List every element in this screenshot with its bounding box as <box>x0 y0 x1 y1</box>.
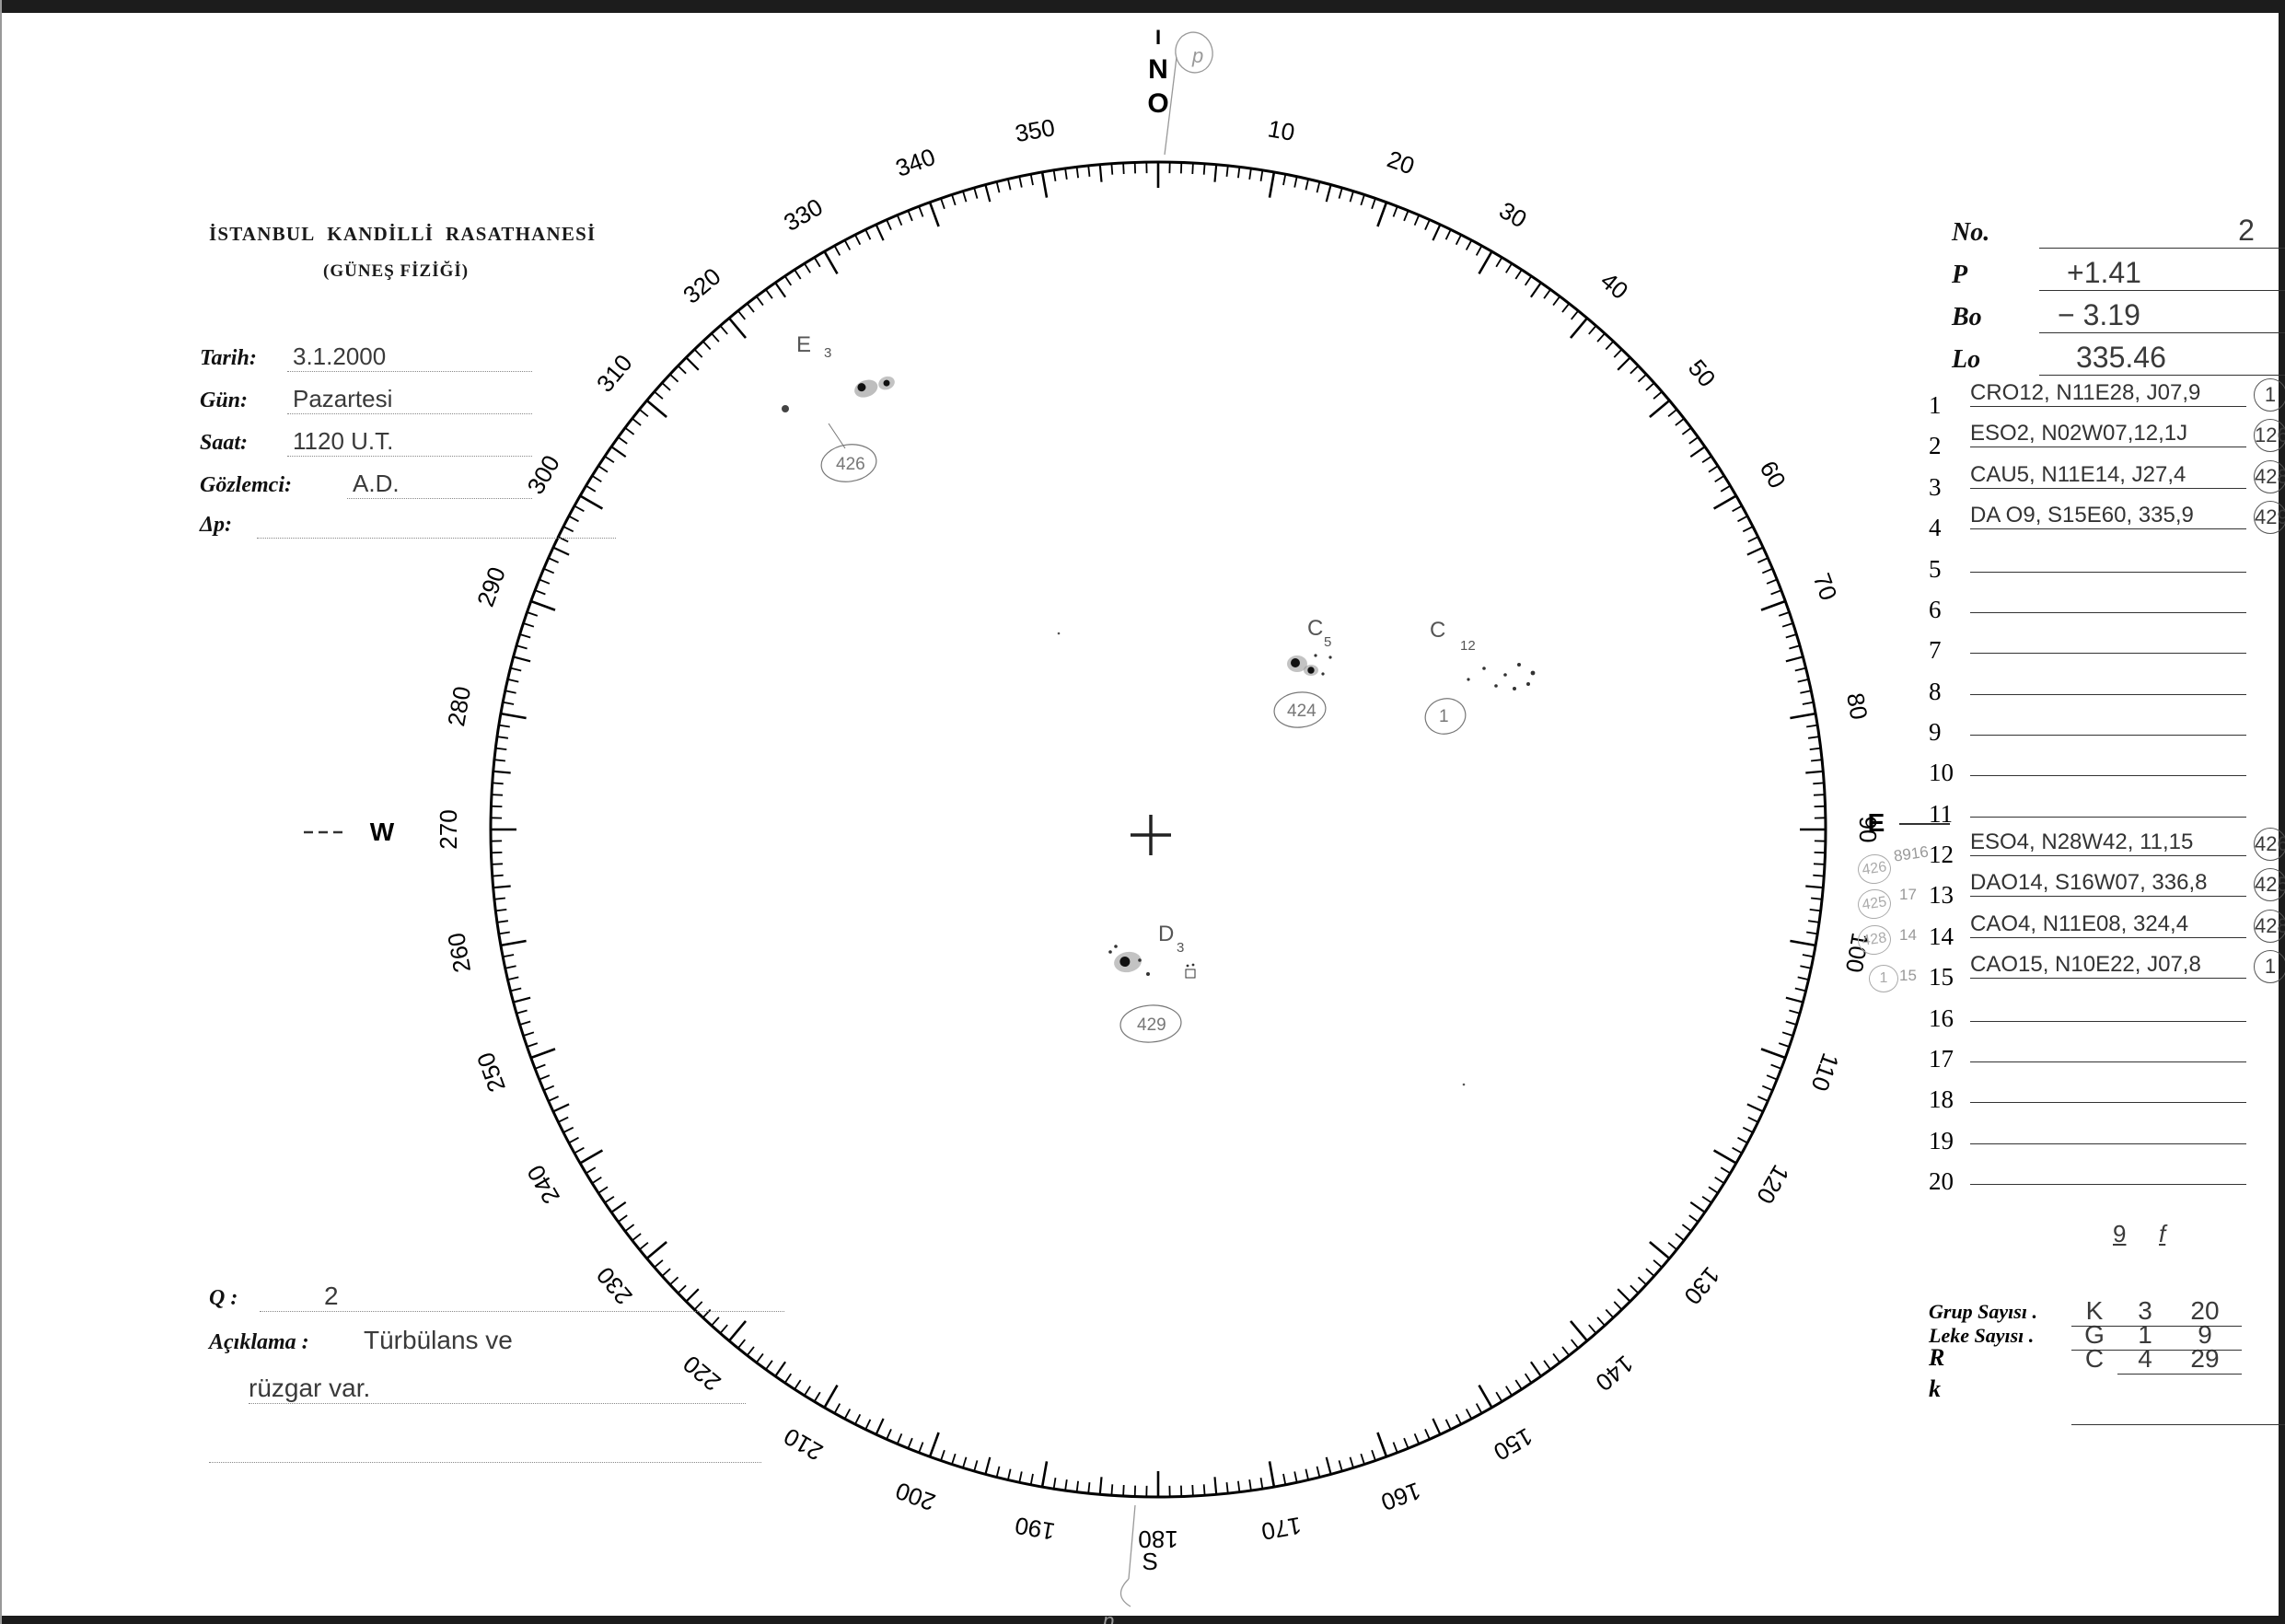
svg-text:C: C <box>1430 618 1445 643</box>
svg-text:3: 3 <box>1177 940 1184 956</box>
svg-text:D: D <box>1158 922 1174 946</box>
svg-text:429: 429 <box>1137 1015 1166 1035</box>
svg-text:S: S <box>1142 1548 1157 1575</box>
svg-text:426: 426 <box>836 455 865 474</box>
svg-text:p: p <box>1191 44 1203 67</box>
svg-text:1: 1 <box>1439 707 1449 726</box>
svg-text:5: 5 <box>1324 634 1331 650</box>
svg-text:I: I <box>1155 26 1161 49</box>
svg-text:E: E <box>796 332 811 357</box>
svg-text:C: C <box>1307 616 1323 641</box>
svg-text:W: W <box>370 818 395 846</box>
svg-text:3: 3 <box>824 345 831 361</box>
svg-text:p: p <box>1102 1609 1114 1624</box>
svg-text:N: N <box>1148 54 1168 85</box>
svg-text:E: E <box>1868 808 1885 837</box>
svg-text:424: 424 <box>1287 702 1316 721</box>
svg-text:O: O <box>1147 88 1168 119</box>
svg-text:12: 12 <box>1460 638 1476 654</box>
